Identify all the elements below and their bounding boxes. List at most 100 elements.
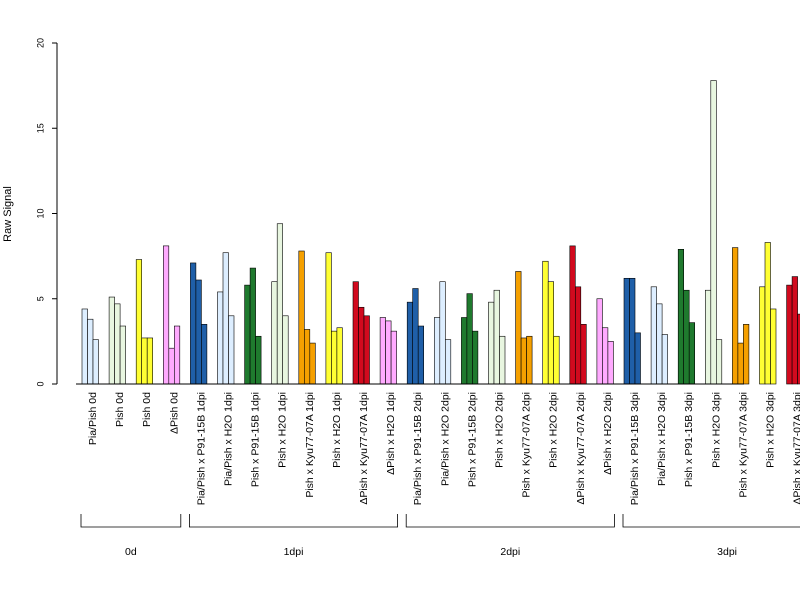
bar bbox=[688, 322, 696, 385]
bar bbox=[174, 325, 181, 385]
bar bbox=[336, 327, 343, 385]
x-tick-label: ΔPish x Kyu77-07A 2dpi bbox=[575, 392, 587, 505]
bar bbox=[249, 267, 256, 385]
bar bbox=[770, 308, 777, 385]
bar bbox=[797, 313, 800, 385]
group-bracket bbox=[80, 514, 182, 528]
bar bbox=[190, 262, 197, 385]
bar bbox=[119, 325, 126, 385]
bars bbox=[81, 80, 800, 385]
group-bracket bbox=[405, 514, 615, 528]
bar bbox=[146, 337, 153, 385]
bar bbox=[499, 335, 506, 385]
bar bbox=[141, 337, 148, 385]
bar bbox=[195, 279, 202, 385]
x-tick-label: ΔPish x H2O 2dpi bbox=[602, 392, 614, 475]
bar bbox=[488, 301, 495, 385]
bar bbox=[623, 277, 630, 385]
x-tick-label: ΔPish x Kyu77-07A 1dpi bbox=[358, 392, 370, 505]
bar bbox=[732, 247, 739, 385]
bar bbox=[683, 289, 690, 385]
bar bbox=[390, 330, 397, 385]
x-tick-label: Pish x H2O 2dpi bbox=[494, 392, 506, 468]
bar bbox=[87, 318, 94, 385]
bar bbox=[412, 288, 419, 385]
x-tick-label: Pia/Pish x H2O 2dpi bbox=[439, 392, 451, 486]
x-tick-label: Pia/Pish x H2O 3dpi bbox=[656, 392, 668, 486]
bar bbox=[228, 315, 235, 385]
bar bbox=[439, 281, 446, 385]
bar bbox=[108, 296, 115, 385]
bar bbox=[596, 298, 603, 385]
bar bbox=[520, 337, 527, 385]
bar bbox=[704, 289, 712, 385]
x-tick-label: Pia/Pish x H2O 1dpi bbox=[223, 392, 235, 486]
bar bbox=[743, 324, 750, 385]
bar bbox=[602, 327, 609, 385]
x-tick-label: Pish x H2O 3dpi bbox=[710, 392, 722, 468]
bar bbox=[493, 289, 500, 385]
bar bbox=[433, 317, 441, 385]
bar bbox=[444, 339, 452, 385]
bar bbox=[580, 324, 587, 385]
y-tick-label: 0 bbox=[35, 381, 45, 386]
bar bbox=[114, 303, 121, 385]
bar bbox=[201, 324, 208, 385]
y-tick-label: 15 bbox=[35, 123, 45, 133]
x-tick-label: Pish x P91-15B 1dpi bbox=[250, 392, 262, 487]
bar bbox=[255, 335, 262, 385]
bar bbox=[303, 329, 311, 385]
bar bbox=[217, 291, 224, 385]
bar bbox=[222, 252, 229, 385]
x-tick-label: Pish 0d bbox=[114, 392, 126, 427]
x-tick-label: Pish x H2O 2dpi bbox=[548, 392, 560, 468]
y-tick-label: 10 bbox=[35, 208, 45, 218]
x-tick-label: Pish x P91-15B 3dpi bbox=[683, 392, 695, 487]
y-tick-label: 5 bbox=[35, 296, 45, 301]
bar bbox=[715, 339, 723, 385]
bar bbox=[547, 281, 555, 385]
bar bbox=[472, 330, 479, 385]
bar bbox=[168, 347, 175, 385]
bar bbox=[466, 293, 473, 385]
bar bbox=[385, 320, 392, 385]
bar bbox=[759, 286, 766, 385]
bar bbox=[244, 284, 251, 385]
x-tick-label: Pia/Pish x P91-15B 1dpi bbox=[195, 392, 207, 505]
bar bbox=[634, 332, 641, 385]
bar bbox=[574, 286, 582, 385]
bar bbox=[352, 281, 359, 385]
bar bbox=[542, 260, 549, 385]
bar bbox=[526, 335, 533, 385]
x-tick-label: Pish x Kyu77-07A 3dpi bbox=[737, 392, 749, 498]
group-label: 0d bbox=[125, 546, 137, 558]
bar bbox=[331, 330, 338, 385]
bar bbox=[764, 242, 771, 385]
bar bbox=[406, 301, 414, 385]
bar bbox=[650, 286, 657, 385]
bar bbox=[710, 80, 717, 385]
bar bbox=[135, 259, 142, 385]
bar bbox=[92, 339, 99, 385]
group-label: 1dpi bbox=[284, 546, 304, 558]
group-label: 3dpi bbox=[717, 546, 737, 558]
x-tick-label: Pish x P91-15B 2dpi bbox=[466, 392, 478, 487]
bar bbox=[379, 317, 386, 385]
bar bbox=[791, 276, 798, 385]
bar bbox=[271, 281, 278, 385]
x-tick-label: Pish x H2O 1dpi bbox=[331, 392, 343, 468]
bar bbox=[417, 325, 425, 385]
bar bbox=[629, 277, 636, 385]
x-tick-label: Pia/Pish x P91-15B 3dpi bbox=[629, 392, 641, 505]
bar bbox=[298, 250, 305, 385]
y-axis: 0 5 10 15 20 bbox=[35, 38, 58, 387]
bar bbox=[309, 342, 316, 385]
bar bbox=[677, 249, 685, 385]
bar bbox=[656, 303, 663, 385]
bar bbox=[325, 252, 332, 385]
group-bracket bbox=[189, 514, 398, 528]
bar bbox=[461, 317, 468, 385]
x-tick-label: Pish 0d bbox=[141, 392, 153, 427]
x-tick-label: Pia/Pish x P91-15B 2dpi bbox=[412, 392, 424, 505]
